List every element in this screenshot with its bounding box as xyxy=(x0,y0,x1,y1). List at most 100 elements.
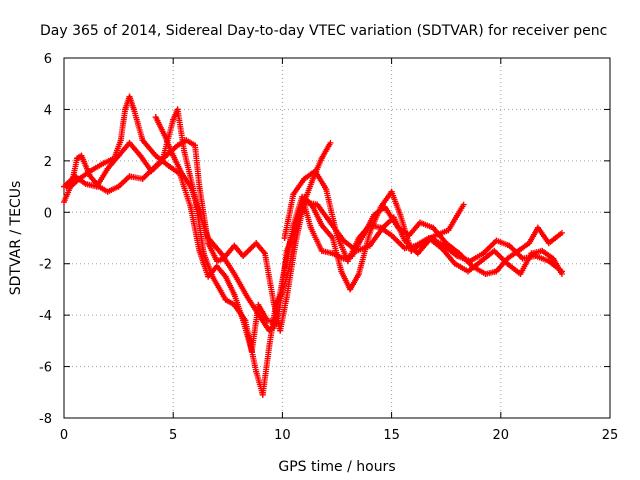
data-point xyxy=(178,170,185,177)
y-axis-label: SDTVAR / TECUs xyxy=(8,181,24,296)
data-point xyxy=(270,325,277,331)
x-tick-label: 0 xyxy=(60,428,68,443)
data-point xyxy=(181,147,188,154)
data-point xyxy=(456,250,463,257)
data-series-track-6 xyxy=(281,168,565,277)
data-point xyxy=(355,271,362,277)
data-point xyxy=(478,258,485,265)
data-point xyxy=(340,237,347,244)
data-point xyxy=(244,294,251,301)
data-marks-path xyxy=(152,114,564,334)
data-point xyxy=(253,368,260,375)
data-point xyxy=(480,250,487,257)
data-point xyxy=(451,260,458,267)
data-point xyxy=(344,258,351,265)
data-point xyxy=(257,314,264,321)
data-point xyxy=(115,152,122,159)
data-point xyxy=(460,201,467,208)
data-series-track-3 xyxy=(61,106,467,398)
data-point xyxy=(126,139,133,146)
data-point xyxy=(170,116,177,123)
data-point xyxy=(281,235,288,241)
data-point xyxy=(222,273,229,280)
data-point xyxy=(266,327,273,334)
data-point xyxy=(231,242,238,249)
data-point xyxy=(366,222,373,229)
data-point xyxy=(388,188,395,195)
data-point xyxy=(266,343,273,349)
data-point xyxy=(82,181,89,187)
data-point xyxy=(506,242,513,249)
data-point xyxy=(290,191,297,198)
data-point xyxy=(222,296,229,303)
data-point xyxy=(401,237,408,244)
data-point xyxy=(366,242,373,249)
axis-ticks: 0 5 10 15 20 25 -8 -6 -4 -2 0 2 4 6 xyxy=(39,52,618,443)
data-point xyxy=(545,240,552,247)
data-point xyxy=(414,250,421,257)
data-marks xyxy=(61,93,565,398)
data-point xyxy=(277,327,284,334)
data-point xyxy=(366,229,373,236)
data-point xyxy=(539,247,546,254)
data-point xyxy=(314,201,321,208)
data-point xyxy=(148,168,155,175)
data-point xyxy=(519,255,526,262)
x-tick-label: 15 xyxy=(383,428,400,443)
data-point xyxy=(545,258,552,265)
data-point xyxy=(493,237,500,244)
y-tick-label: 4 xyxy=(44,103,52,118)
data-point xyxy=(323,186,330,193)
y-tick-label: -6 xyxy=(39,361,52,376)
data-point xyxy=(174,142,181,149)
data-point xyxy=(299,193,306,200)
data-point xyxy=(161,132,168,139)
y-tick-label: -2 xyxy=(39,258,52,273)
data-point xyxy=(115,183,122,190)
data-point xyxy=(517,271,524,277)
x-tick-label: 10 xyxy=(274,428,291,443)
data-point xyxy=(242,317,249,324)
data-point xyxy=(290,222,297,229)
data-point xyxy=(482,271,489,277)
data-point xyxy=(159,157,166,164)
data-point xyxy=(170,152,177,159)
y-tick-label: 2 xyxy=(44,155,52,170)
data-point xyxy=(104,188,111,195)
data-point xyxy=(347,286,354,293)
data-point xyxy=(196,183,203,190)
data-point xyxy=(329,235,336,241)
data-point xyxy=(338,268,345,275)
x-tick-label: 25 xyxy=(602,428,619,443)
data-point xyxy=(240,253,247,259)
data-point xyxy=(443,240,450,247)
data-series-track-4 xyxy=(152,114,565,334)
data-point xyxy=(139,137,146,144)
data-point xyxy=(491,247,498,254)
data-point xyxy=(528,250,535,257)
data-point xyxy=(74,155,81,162)
data-point xyxy=(318,247,325,254)
data-point xyxy=(231,301,238,308)
data-point xyxy=(283,294,290,301)
data-point xyxy=(213,263,220,270)
chart-title: Day 365 of 2014, Sidereal Day-to-day VTE… xyxy=(40,23,607,39)
data-point xyxy=(218,250,225,257)
data-point xyxy=(78,152,85,159)
data-point xyxy=(397,211,404,218)
data-point xyxy=(259,391,266,398)
data-series-track-5 xyxy=(270,193,565,331)
data-point xyxy=(301,175,308,182)
data-point xyxy=(312,168,319,175)
data-point xyxy=(382,204,389,211)
data-point xyxy=(93,183,100,190)
y-tick-label: 6 xyxy=(44,52,52,67)
data-point xyxy=(174,106,181,113)
data-point xyxy=(187,204,194,211)
data-point xyxy=(126,93,133,100)
data-point xyxy=(318,155,325,162)
data-point xyxy=(412,242,419,249)
data-point xyxy=(406,232,413,239)
data-point xyxy=(307,224,314,231)
data-point xyxy=(377,224,384,231)
